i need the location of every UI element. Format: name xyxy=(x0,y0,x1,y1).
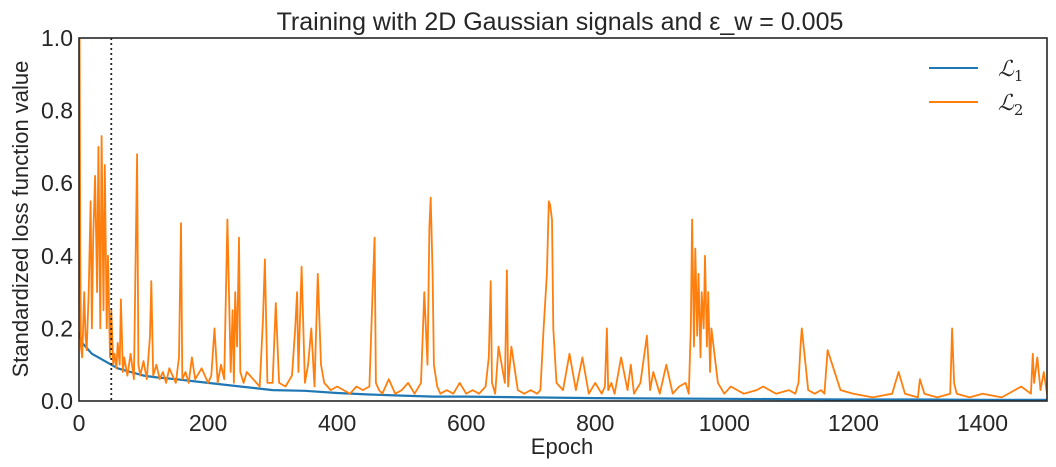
plot-frame xyxy=(78,37,1048,402)
series-line-1 xyxy=(79,331,1047,401)
x-tick-label: 1200 xyxy=(828,410,879,436)
x-tick-label: 400 xyxy=(318,410,356,436)
x-tick-label: 1000 xyxy=(699,410,750,436)
y-tick-label: 0.2 xyxy=(41,315,73,341)
plot-area: 0 200 400 600 800 1000 1200 1400 0.0 0.2 0.4 0.6 0.8… xyxy=(41,25,1048,436)
x-axis-label: Epoch xyxy=(531,434,593,459)
y-axis-label: Standardized loss function value xyxy=(8,61,33,378)
series-line-2 xyxy=(79,38,1047,399)
legend-entry: ℒ2 xyxy=(998,91,1023,119)
x-tick-label: 1400 xyxy=(957,410,1008,436)
x-tick-label: 0 xyxy=(73,410,86,436)
legend-entry: ℒ1 xyxy=(998,57,1023,85)
y-tick-label: 0.8 xyxy=(41,98,73,124)
y-tick-label: 1.0 xyxy=(41,25,73,51)
chart-title: Training with 2D Gaussian signals and ε_… xyxy=(277,8,844,36)
x-tick-label: 600 xyxy=(447,410,485,436)
y-tick-label: 0.0 xyxy=(41,388,73,414)
y-tick-label: 0.6 xyxy=(41,170,73,196)
x-tick-label: 800 xyxy=(576,410,614,436)
x-tick-label: 200 xyxy=(189,410,227,436)
y-tick-label: 0.4 xyxy=(41,243,73,269)
